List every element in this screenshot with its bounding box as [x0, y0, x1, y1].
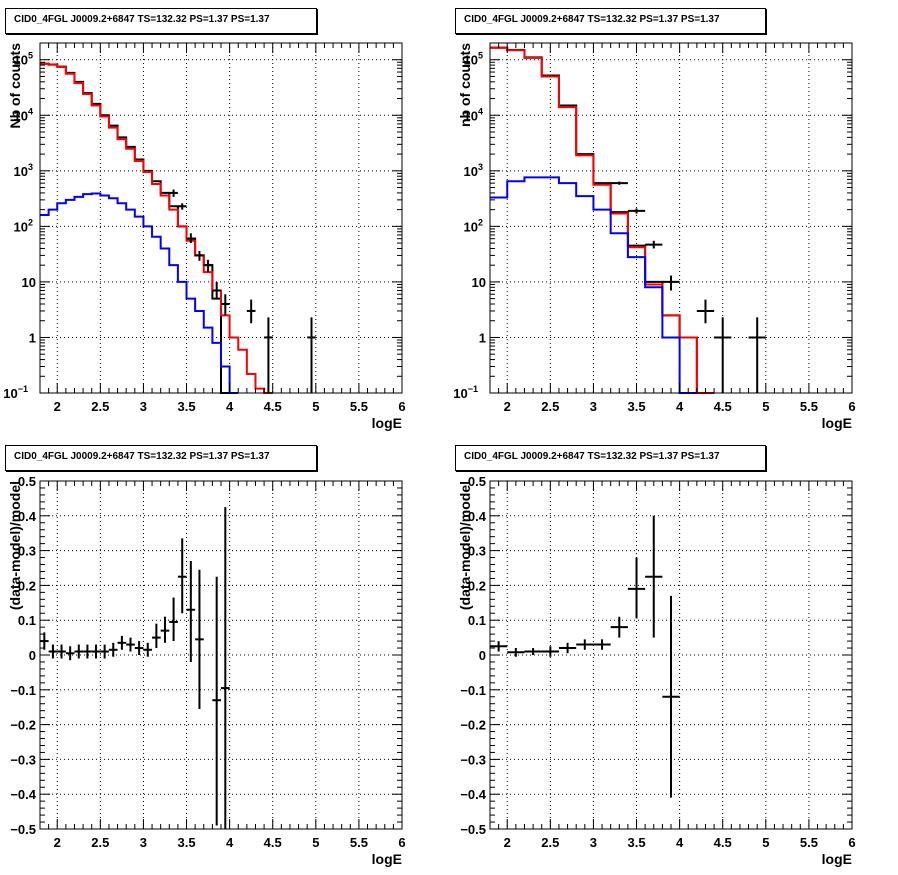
y-tick-label: 102 — [464, 217, 483, 234]
y-tick-label: 0.5 — [18, 474, 36, 489]
y-tick-label: 0.3 — [468, 544, 486, 559]
hist-series-0 — [40, 62, 230, 394]
x-tick-label: 2 — [54, 399, 61, 414]
y-tick-label: −0.5 — [10, 822, 36, 837]
y-tick-label: −0.5 — [460, 822, 486, 837]
x-tick-label: 5.5 — [800, 399, 818, 414]
hist-series-1 — [490, 46, 715, 394]
y-tick-label: 0.1 — [18, 613, 36, 628]
x-tick-label: 4.5 — [264, 835, 282, 850]
x-tick-label: 4 — [676, 835, 684, 850]
x-tick-label: 5 — [762, 835, 769, 850]
x-tick-label: 6 — [848, 835, 855, 850]
x-tick-label: 4.5 — [714, 399, 732, 414]
y-tick-label: 0 — [479, 648, 486, 663]
x-axis-title: logE — [822, 851, 852, 867]
y-tick-label: 105 — [464, 51, 483, 68]
y-tick-label: −0.4 — [10, 787, 36, 802]
panel-bottom-right: 2 2.5 3 3.5 4 4.5 5 5.5 6 −0.5 −0.4 −0.3 −0.2 −0.1 0 0.… — [457, 474, 856, 867]
y-tick-label: 0.2 — [468, 578, 486, 593]
y-tick-label: 103 — [464, 162, 483, 179]
y-tick-label: −0.3 — [10, 752, 36, 767]
panel-top-right: 2 2.5 3 3.5 4 4.5 5 5.5 6 10−1 1 10 102 103 104 105 logE… — [453, 42, 856, 431]
y-tick-label: 0.1 — [468, 613, 486, 628]
x-tick-label: 2 — [504, 835, 511, 850]
x-axis-title: logE — [822, 415, 852, 431]
y-tick-label: −0.2 — [10, 718, 36, 733]
x-tick-label: 3 — [590, 835, 597, 850]
y-tick-label: 105 — [14, 51, 33, 68]
x-tick-label: 4.5 — [714, 835, 732, 850]
y-axis-title: nb of counts — [457, 43, 473, 127]
y-tick-label: 103 — [14, 162, 33, 179]
y-axis-title: (data-model)/model — [457, 481, 473, 610]
y-tick-label: −0.2 — [460, 718, 486, 733]
y-tick-label: 102 — [14, 217, 33, 234]
x-tick-label: 2 — [54, 835, 61, 850]
y-tick-label: 0.5 — [468, 474, 486, 489]
y-tick-label: 1 — [479, 330, 486, 345]
y-tick-label: −0.1 — [10, 683, 36, 698]
hist-series-2 — [40, 192, 239, 394]
x-tick-label: 3.5 — [627, 399, 645, 414]
plot-frame — [489, 42, 853, 394]
y-tick-label: 0.4 — [468, 509, 487, 524]
y-tick-label: 10−1 — [3, 384, 28, 401]
y-tick-label: −0.4 — [460, 787, 486, 802]
y-tick-label: 10 — [472, 275, 486, 290]
x-tick-label: 5.5 — [800, 835, 818, 850]
x-tick-label: 2.5 — [541, 835, 559, 850]
y-tick-label: 0.2 — [18, 578, 36, 593]
y-tick-label: 0.4 — [18, 509, 37, 524]
x-tick-label: 2.5 — [91, 835, 109, 850]
y-tick-label: 0 — [29, 648, 36, 663]
x-tick-label: 5.5 — [350, 399, 368, 414]
x-tick-label: 4 — [676, 399, 684, 414]
x-tick-label: 6 — [398, 399, 405, 414]
x-tick-label: 5 — [312, 399, 319, 414]
x-tick-label: 3.5 — [627, 835, 645, 850]
y-tick-label: 104 — [14, 106, 33, 123]
x-tick-label: 3.5 — [177, 399, 195, 414]
title-bottom-left: CID0_4FGL J0009.2+6847 TS=132.32 PS=1.37… — [5, 445, 317, 471]
y-tick-label: 1 — [29, 330, 36, 345]
x-tick-label: 3 — [140, 399, 147, 414]
x-tick-label: 6 — [848, 399, 855, 414]
title-top-right: CID0_4FGL J0009.2+6847 TS=132.32 PS=1.37… — [455, 8, 766, 34]
panel-bottom-left: 2 2.5 3 3.5 4 4.5 5 5.5 6 −0.5 −0.4 −0.3 −0.2 −0.1 0 0.… — [7, 474, 406, 867]
y-tick-label: 0.3 — [18, 544, 36, 559]
title-bottom-right: CID0_4FGL J0009.2+6847 TS=132.32 PS=1.37… — [455, 445, 766, 471]
hist-series-1 — [40, 62, 273, 394]
x-tick-label: 2.5 — [91, 399, 109, 414]
y-axis-title: Nb of counts — [7, 43, 23, 129]
x-axis-title: logE — [372, 851, 402, 867]
y-tick-label: 10−1 — [453, 384, 478, 401]
x-tick-label: 5 — [762, 399, 769, 414]
x-tick-label: 4 — [226, 835, 234, 850]
title-top-left: CID0_4FGL J0009.2+6847 TS=132.32 PS=1.37… — [5, 8, 317, 34]
x-tick-label: 4 — [226, 399, 234, 414]
x-tick-label: 5.5 — [350, 835, 368, 850]
x-tick-label: 3 — [590, 399, 597, 414]
x-tick-label: 2.5 — [541, 399, 559, 414]
panel-top-left: 2 2.5 3 3.5 4 4.5 5 5.5 6 10−1 1 10 102 103 104 105 logE… — [3, 42, 406, 431]
x-tick-label: 6 — [398, 835, 405, 850]
y-axis-title: (data-model)/model — [7, 481, 23, 610]
x-tick-label: 5 — [312, 835, 319, 850]
y-tick-label: −0.1 — [460, 683, 486, 698]
y-tick-label: −0.3 — [460, 752, 486, 767]
hist-series-2 — [490, 176, 697, 394]
x-axis-title: logE — [372, 415, 402, 431]
x-tick-label: 2 — [504, 399, 511, 414]
y-tick-label: 104 — [464, 106, 483, 123]
x-tick-label: 4.5 — [264, 399, 282, 414]
x-tick-label: 3 — [140, 835, 147, 850]
y-tick-label: 10 — [22, 275, 36, 290]
x-tick-label: 3.5 — [177, 835, 195, 850]
